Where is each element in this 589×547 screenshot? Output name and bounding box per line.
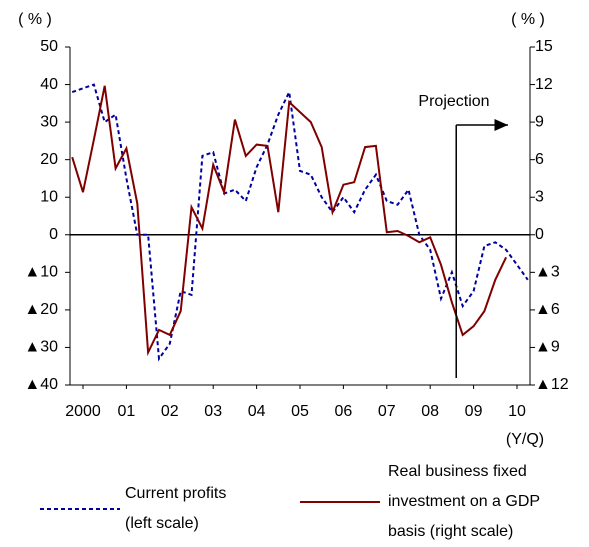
x-tick-label: 06 bbox=[334, 403, 352, 420]
x-tick-label: 04 bbox=[248, 403, 266, 420]
y2-tick-label: ▲12 bbox=[535, 376, 569, 393]
y-tick-label: 20 bbox=[40, 151, 58, 168]
series-line bbox=[71, 85, 508, 357]
y2-tick-label: ▲9 bbox=[535, 339, 560, 356]
x-tick-label: 2000 bbox=[65, 403, 101, 420]
x-tick-label: 03 bbox=[204, 403, 222, 420]
x-tick-label: 10 bbox=[508, 403, 526, 420]
x-tick-label: 09 bbox=[465, 403, 483, 420]
y-tick-label: 10 bbox=[40, 188, 58, 205]
y2-unit: ( % ) bbox=[511, 11, 545, 28]
y-tick-label: 30 bbox=[40, 113, 58, 130]
y2-tick-label: ▲6 bbox=[535, 301, 560, 318]
y2-tick-label: ▲3 bbox=[535, 264, 560, 281]
series-line bbox=[71, 83, 529, 362]
y2-tick-label: 12 bbox=[535, 76, 553, 93]
annotation: Projection bbox=[418, 93, 489, 110]
x-tick-label: 08 bbox=[421, 403, 439, 420]
y-tick-label: ▲30 bbox=[24, 339, 58, 356]
y-tick-label: ▲10 bbox=[24, 264, 58, 281]
y-tick-label: ▲20 bbox=[24, 301, 58, 318]
y-tick-label: ▲40 bbox=[24, 376, 58, 393]
legend-label: Current profits (left scale) bbox=[125, 485, 226, 532]
y2-tick-label: 6 bbox=[535, 151, 544, 168]
y2-tick-label: 15 bbox=[535, 38, 553, 55]
y-tick-label: 0 bbox=[49, 226, 58, 243]
y2-tick-label: 9 bbox=[535, 113, 544, 130]
x-tick-label: 05 bbox=[291, 403, 309, 420]
x-tick-label: 01 bbox=[118, 403, 136, 420]
y-unit: ( % ) bbox=[18, 11, 52, 28]
x-label: (Y/Q) bbox=[506, 431, 544, 448]
y2-tick-label: 0 bbox=[535, 226, 544, 243]
y-tick-label: 50 bbox=[40, 38, 58, 55]
x-tick-label: 07 bbox=[378, 403, 396, 420]
y-tick-label: 40 bbox=[40, 76, 58, 93]
legend-label: Real business fixed investment on a GDP ba… bbox=[388, 463, 540, 540]
y2-tick-label: 3 bbox=[535, 188, 544, 205]
x-tick-label: 02 bbox=[161, 403, 179, 420]
